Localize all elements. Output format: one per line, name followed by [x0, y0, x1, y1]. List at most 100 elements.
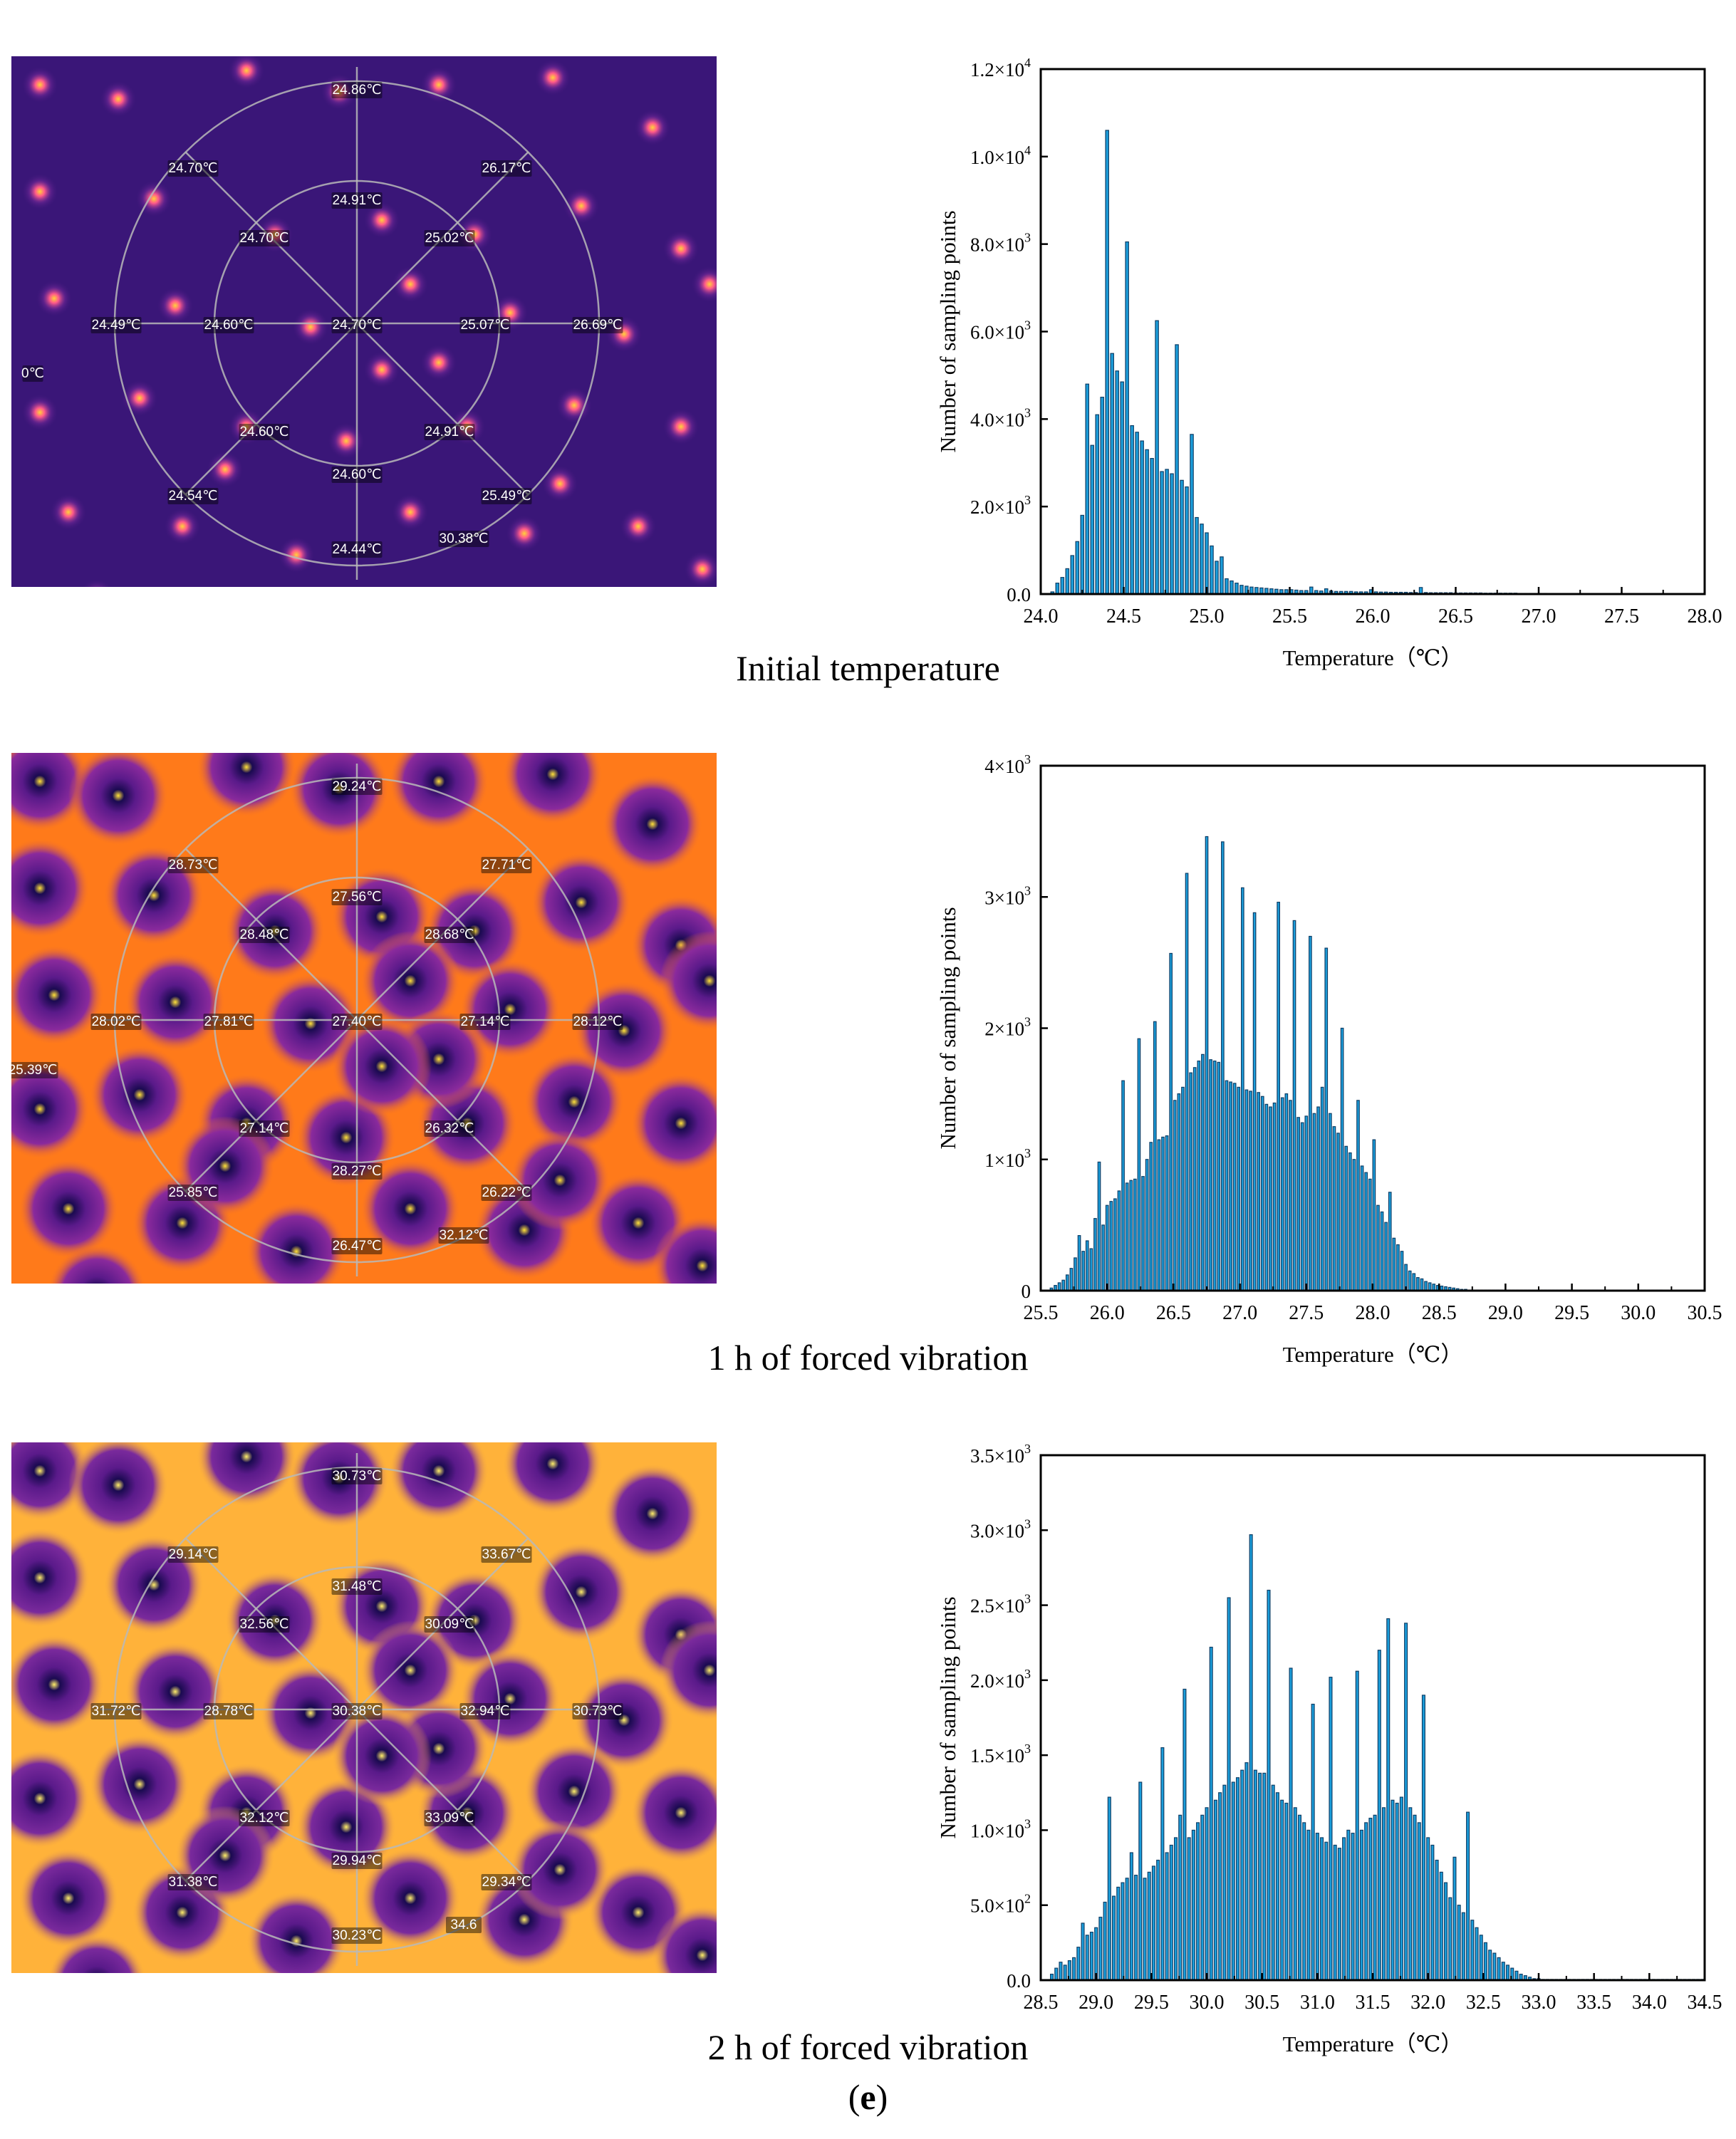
histogram-bar	[1090, 444, 1094, 595]
diagonal-2	[184, 848, 529, 1192]
hot-spot	[228, 408, 265, 445]
hot-spot	[135, 180, 172, 217]
histogram-bar	[1320, 1837, 1324, 1981]
x-tick-label: 25.0	[1190, 605, 1225, 628]
hot-spot	[68, 1442, 168, 1535]
temp-label: 32.12℃	[240, 1811, 289, 1826]
histogram-bar	[1284, 1093, 1289, 1291]
temp-label: 26.69℃	[573, 318, 623, 333]
temp-label: 30.23℃	[333, 1928, 382, 1943]
temp-label: 29.94℃	[333, 1853, 382, 1868]
histogram-bar	[1395, 1802, 1399, 1981]
histogram-bar	[1212, 1060, 1217, 1291]
histogram-bar	[1420, 1278, 1424, 1291]
hot-spot	[256, 216, 293, 253]
histogram-bar	[1094, 1927, 1098, 1981]
histogram-bar	[1097, 1161, 1101, 1291]
histogram-bar	[1235, 583, 1239, 595]
histogram-bar	[1085, 383, 1090, 595]
hot-spot	[19, 1848, 118, 1948]
histogram-bar	[1404, 1623, 1408, 1981]
temp-label: 24.86℃	[333, 83, 382, 98]
histogram-bar	[1149, 1142, 1153, 1291]
histogram-bar	[1332, 1126, 1336, 1291]
hot-spot	[653, 1216, 717, 1284]
histogram-bar	[1280, 1799, 1284, 1981]
hot-spot	[420, 344, 457, 381]
y-tick-label: 1×103	[984, 1146, 1031, 1171]
y-tick-label: 6.0×103	[970, 318, 1031, 343]
temp-label-bg	[331, 889, 383, 905]
hot-spot	[11, 945, 104, 1045]
histogram-bar	[1364, 1822, 1368, 1981]
histogram-bar	[1373, 1814, 1377, 1981]
histogram-bar	[1059, 1962, 1063, 1981]
temp-label-bg	[331, 541, 383, 558]
hot-spot	[456, 216, 493, 253]
hot-spot	[631, 1763, 717, 1863]
histogram-bar	[1145, 1159, 1149, 1291]
histogram-bar	[1289, 1100, 1292, 1291]
y-tick-label: 4.0×103	[970, 405, 1031, 430]
histogram-bar	[1239, 585, 1244, 595]
x-tick-label: 33.5	[1576, 1992, 1611, 2014]
hot-spot	[603, 774, 702, 874]
y-axis-label: Number of sampling points	[935, 1596, 960, 1838]
temp-label: 31.38℃	[169, 1875, 218, 1890]
y-tick-label: 1.0×103	[970, 1816, 1031, 1841]
x-tick-label: 27.5	[1289, 1302, 1324, 1324]
x-tick-label: 28.5	[1422, 1302, 1457, 1324]
histogram-bar	[1170, 473, 1174, 595]
histogram-bar	[1466, 1811, 1470, 1981]
temp-label: 28.73℃	[169, 858, 218, 873]
y-tick-label: 1.5×103	[970, 1742, 1031, 1766]
histogram-bar	[1346, 1829, 1351, 1981]
temp-label-bg	[572, 1014, 623, 1030]
histogram-bar	[1057, 1282, 1061, 1291]
x-axis-label: Temperature（℃）	[1283, 2031, 1463, 2056]
histogram-bar	[1101, 1224, 1105, 1291]
x-tick-label: 26.5	[1438, 605, 1473, 628]
hot-spot	[460, 1649, 560, 1749]
histogram-bar	[1210, 545, 1214, 595]
hot-spot	[81, 579, 113, 587]
histogram-bar	[1205, 836, 1209, 1291]
hot-spot	[662, 408, 700, 445]
temp-label-bg	[438, 531, 489, 547]
histogram-initial: 24.0 24.5 25.0 25.5 26.0 26.5 27.0 27.5 28.0 0.0 2…	[915, 56, 1736, 697]
temp-label: 30.09℃	[425, 1617, 474, 1632]
histogram-bar	[1121, 1882, 1125, 1981]
hot-spot	[292, 308, 329, 345]
histogram-bar	[1304, 1115, 1309, 1291]
histogram-bar	[1249, 1534, 1253, 1981]
hot-spot	[197, 753, 296, 817]
hot-spot	[175, 1116, 275, 1216]
hot-spot	[157, 287, 194, 324]
temp-label: 32.56℃	[240, 1617, 289, 1632]
histogram-bar	[1292, 920, 1296, 1291]
hot-spot	[631, 1073, 717, 1173]
histogram-bar	[1337, 1848, 1341, 1981]
temp-label: 26.32℃	[425, 1121, 474, 1136]
histogram-bar	[1412, 1273, 1416, 1291]
histogram-bar	[1225, 1080, 1229, 1291]
histogram-bar	[1336, 1133, 1340, 1291]
histogram-bar	[1253, 1769, 1257, 1981]
histogram-bar	[1492, 1952, 1497, 1981]
histogram-bar	[1360, 1165, 1364, 1291]
hot-spot	[691, 266, 717, 303]
histogram-bar	[1320, 1086, 1324, 1291]
panel-1h: 29.24℃ 27.71℃ 28.12℃ 26.22℃ 26.47℃ 25.85℃ 28.0…	[0, 752, 1736, 1437]
hot-spot	[360, 931, 460, 1031]
temp-label-bg	[239, 230, 290, 246]
temp-label-bg	[331, 1014, 383, 1030]
temp-label: 24.44℃	[333, 542, 382, 557]
x-tick-label: 25.5	[1272, 605, 1307, 628]
temp-label-bg	[167, 1546, 219, 1563]
histogram-bar	[1399, 1796, 1403, 1981]
histogram-bar	[1230, 580, 1234, 595]
histogram-svg: 24.0 24.5 25.0 25.5 26.0 26.5 27.0 27.5 28.0 0.0 2…	[935, 56, 1722, 670]
histogram-bar	[1257, 1092, 1261, 1291]
temp-label-bg	[481, 1546, 532, 1563]
histogram-bar	[1061, 1279, 1066, 1291]
